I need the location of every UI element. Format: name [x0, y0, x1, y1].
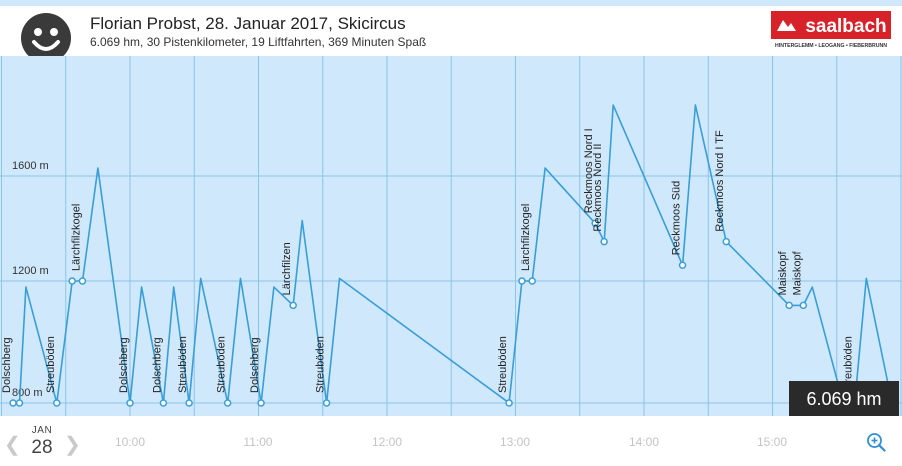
time-label: 13:00: [499, 435, 531, 449]
lift-label: Dolschberg: [249, 337, 261, 393]
prev-day-button[interactable]: ❮: [4, 434, 21, 456]
lift-marker: [9, 399, 17, 407]
zoom-in-icon[interactable]: [866, 432, 886, 452]
elevation-line: [13, 104, 893, 404]
next-day-button[interactable]: ❯: [64, 434, 81, 456]
lift-marker: [126, 399, 134, 407]
lift-label: Streuböden: [315, 336, 327, 393]
lift-marker: [53, 399, 61, 407]
lift-marker: [159, 399, 168, 407]
time-label: 12:00: [371, 435, 403, 449]
page-subtitle: 6.069 hm, 30 Pistenkilometer, 19 Liftfah…: [90, 35, 427, 49]
page-title: Florian Probst, 28. Januar 2017, Skicirc…: [90, 14, 406, 33]
smiley-icon: [21, 13, 71, 63]
lift-label: Streuböden: [843, 336, 855, 393]
lift-label: Dolschberg: [118, 337, 130, 393]
lift-marker: [600, 237, 608, 246]
lift-label: Reckmoos Nord I TF: [714, 130, 726, 232]
y-tick-label: 1200 m: [12, 265, 49, 277]
lift-marker: [505, 399, 513, 407]
date-day: 28: [31, 437, 53, 458]
lift-marker: [591, 219, 599, 227]
lift-label: Reckmoos Nord II: [592, 144, 604, 232]
footer: [0, 416, 902, 466]
lift-label: Maiskopf: [791, 250, 803, 295]
lift-label: Streuböden: [216, 336, 228, 393]
lift-label: Streuböden: [497, 336, 509, 393]
lift-label: Reckmoos Nord I: [583, 128, 595, 213]
lift-label: Maiskopf: [777, 250, 789, 295]
date-display: JAN 28: [22, 425, 62, 459]
time-label: 10:00: [114, 435, 146, 449]
header: [0, 6, 902, 56]
logo-subtext: HINTERGLEMM • LEOGANG • FIEBERBRUNN: [775, 43, 887, 49]
lift-marker: [528, 277, 536, 285]
lift-marker: [185, 399, 193, 407]
lift-label: Lärchfilzkogel: [71, 204, 83, 271]
lift-marker: [799, 301, 808, 310]
y-tick-label: 800 m: [12, 387, 43, 399]
lift-marker: [322, 399, 331, 407]
date-month: JAN: [31, 425, 53, 436]
lift-marker: [678, 261, 687, 269]
lift-marker: [722, 237, 730, 246]
distance-badge: 6.069 hm: [789, 381, 899, 417]
lift-marker: [15, 399, 24, 407]
lift-label: Streuböden: [177, 336, 189, 393]
time-label: 15:00: [756, 435, 788, 449]
y-tick-label: 1600 m: [12, 160, 49, 172]
time-label: 14:00: [628, 435, 660, 449]
top-strip: [0, 0, 902, 6]
lift-label: Dolschberg: [1, 337, 13, 393]
lift-label: Lärchfilzkogel: [520, 204, 532, 271]
lift-marker: [68, 277, 76, 285]
lift-marker: [223, 399, 232, 407]
lift-label: Streuböden: [45, 336, 57, 393]
lift-marker: [257, 399, 265, 407]
elevation-chart: 800 m 1200 m 1600 m Dolschberg Streuböden Lär…: [0, 56, 902, 416]
lift-marker: [518, 277, 526, 285]
time-label: 11:00: [243, 435, 273, 449]
lift-marker: [289, 301, 297, 310]
lift-label: Lärchfilzen: [281, 242, 293, 295]
saalbach-logo: saalbach HINTERGLEMM • LEOGANG • FIEBERB…: [771, 11, 891, 49]
lift-label: Reckmoos Süd: [671, 181, 683, 256]
lift-label: Dolschberg: [151, 337, 163, 393]
lift-marker: [78, 277, 87, 285]
lift-marker: [785, 301, 793, 310]
logo-text: saalbach: [805, 16, 886, 37]
